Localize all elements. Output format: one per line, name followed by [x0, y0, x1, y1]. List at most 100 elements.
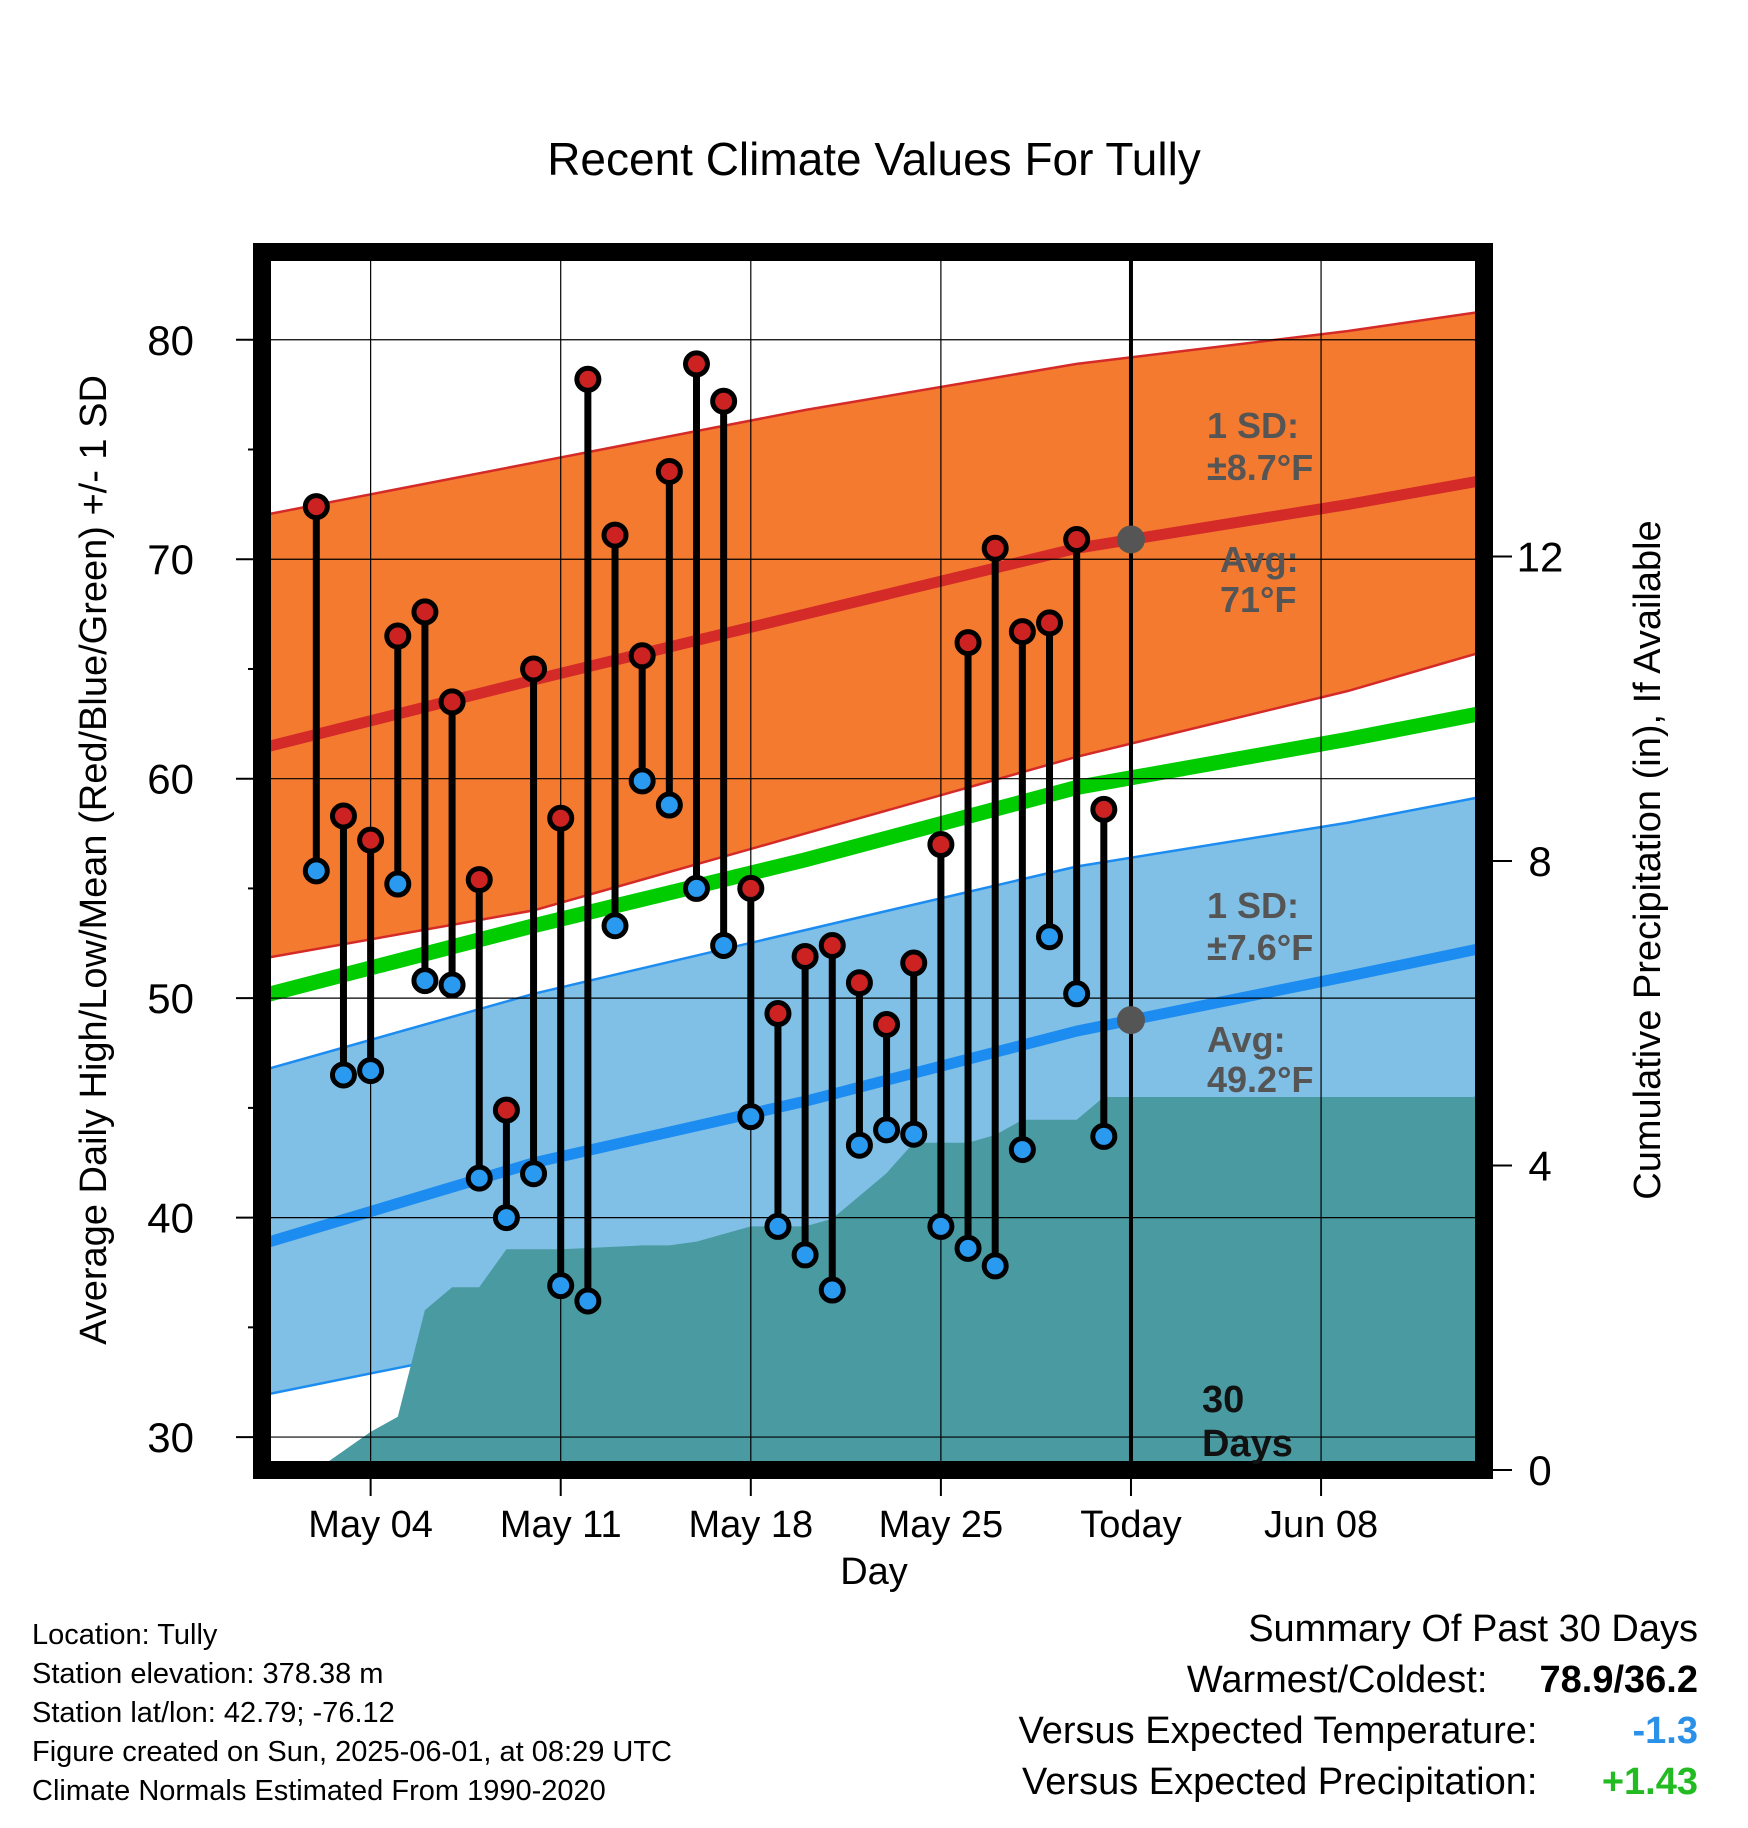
x-tick-label: May 25: [879, 1504, 1004, 1546]
warmest-row: Warmest/Coldest: 78.9/36.2: [1019, 1655, 1698, 1706]
daily-high-point: [764, 1000, 792, 1028]
daily-high-point: [357, 826, 385, 854]
low-sd-band: [262, 796, 1484, 1396]
daily-low-point: [900, 1120, 928, 1148]
daily-high-point: [384, 622, 412, 650]
daily-low-point: [845, 1131, 873, 1159]
precip-label: Versus Expected Precipitation:: [1022, 1761, 1538, 1803]
daily-high-point: [710, 387, 738, 415]
station-info: Location: Tully Station elevation: 378.3…: [32, 1616, 672, 1811]
daily-low-point: [873, 1116, 901, 1144]
daily-high-point: [628, 642, 656, 670]
high-avg-value: 71°F: [1220, 579, 1296, 620]
daily-low-point: [628, 767, 656, 795]
daily-high-point: [873, 1010, 901, 1038]
x-tick-label: Today: [1080, 1504, 1181, 1546]
high-sd-band: [262, 311, 1484, 959]
daily-high-point: [1036, 609, 1064, 637]
y-axis-label: Average Daily High/Low/Mean (Red/Blue/Gr…: [73, 375, 115, 1345]
temp-row: Versus Expected Temperature: -1.3: [1019, 1706, 1698, 1757]
daily-high-point: [1063, 525, 1091, 553]
low-avg-label: Avg:: [1207, 1019, 1286, 1060]
x-tick-label: May 11: [500, 1504, 622, 1546]
precip-area: [262, 1097, 1484, 1470]
daily-high-point: [682, 350, 710, 378]
daily-low-point: [520, 1160, 548, 1188]
daily-low-point: [1008, 1136, 1036, 1164]
daily-high-point: [1008, 618, 1036, 646]
today-high-normal-dot: [1116, 525, 1145, 554]
daily-high-point: [845, 969, 873, 997]
daily-high-point: [655, 457, 683, 485]
high-sd-label: 1 SD:: [1207, 405, 1299, 446]
normals-text: Climate Normals Estimated From 1990-2020: [32, 1775, 606, 1807]
chart-title: Recent Climate Values For Tully: [547, 133, 1201, 185]
x-axis-label: Day: [840, 1551, 908, 1593]
temp-label: Versus Expected Temperature:: [1018, 1710, 1538, 1752]
y2-axis-label: Cumulative Precipitation (in), If Availa…: [1627, 520, 1669, 1199]
y-tick-label: 40: [147, 1195, 194, 1242]
daily-high-point: [302, 493, 330, 521]
elevation-text: Station elevation: 378.38 m: [32, 1658, 384, 1690]
precip-row: Versus Expected Precipitation: +1.43: [1019, 1757, 1698, 1808]
days-word-label: Days: [1202, 1423, 1293, 1465]
daily-low-point: [411, 967, 439, 995]
daily-low-point: [492, 1204, 520, 1232]
y-tick-label: 70: [147, 536, 194, 583]
daily-low-point: [357, 1057, 385, 1085]
daily-high-point: [520, 655, 548, 683]
daily-high-point: [954, 629, 982, 657]
warmest-label: Warmest/Coldest:: [1186, 1659, 1488, 1701]
daily-low-point: [329, 1061, 357, 1089]
daily-low-point: [927, 1212, 955, 1240]
daily-high-point: [465, 866, 493, 894]
x-tick-label: May 18: [688, 1504, 813, 1546]
low-sd-value: ±7.6°F: [1207, 927, 1313, 968]
daily-high-point: [900, 949, 928, 977]
x-tick-label: May 04: [308, 1504, 433, 1546]
daily-high-point: [329, 802, 357, 830]
y2-tick-label: 8: [1528, 838, 1551, 885]
daily-low-point: [791, 1241, 819, 1269]
daily-high-point: [574, 365, 602, 393]
y-tick-label: 80: [147, 317, 194, 364]
daily-high-point: [601, 521, 629, 549]
daily-high-point: [411, 598, 439, 626]
temp-value: -1.3: [1632, 1710, 1698, 1752]
latlon-text: Station lat/lon: 42.79; -76.12: [32, 1697, 395, 1729]
daily-low-point: [574, 1287, 602, 1315]
high-avg-label: Avg:: [1220, 539, 1299, 580]
daily-low-point: [1063, 980, 1091, 1008]
daily-high-point: [547, 804, 575, 832]
days-count-label: 30: [1202, 1379, 1244, 1421]
summary-panel: Summary Of Past 30 Days Warmest/Coldest:…: [1019, 1604, 1698, 1808]
y-tick-label: 30: [147, 1414, 194, 1461]
climate-chart: Recent Climate Values For Tully 80706050…: [73, 133, 1669, 1593]
daily-low-point: [438, 971, 466, 999]
daily-high-point: [492, 1096, 520, 1124]
daily-high-point: [1090, 795, 1118, 823]
daily-low-point: [601, 912, 629, 940]
y-tick-label: 60: [147, 756, 194, 803]
daily-low-point: [655, 791, 683, 819]
precip-value: +1.43: [1601, 1761, 1698, 1803]
created-text: Figure created on Sun, 2025-06-01, at 08…: [32, 1736, 672, 1768]
data-markers: [302, 350, 1145, 1315]
low-avg-value: 49.2°F: [1207, 1059, 1313, 1100]
daily-low-point: [682, 874, 710, 902]
daily-low-point: [1090, 1122, 1118, 1150]
x-tick-label: Jun 08: [1264, 1504, 1378, 1546]
y2-tick-label: 4: [1528, 1143, 1551, 1190]
daily-low-point: [465, 1164, 493, 1192]
y2-tick-label: 0: [1528, 1447, 1551, 1494]
daily-high-point: [981, 534, 1009, 562]
daily-low-point: [954, 1234, 982, 1262]
daily-low-point: [764, 1212, 792, 1240]
warmest-value: 78.9/36.2: [1539, 1659, 1698, 1701]
daily-low-point: [302, 857, 330, 885]
daily-high-point: [927, 831, 955, 859]
high-sd-value: ±8.7°F: [1207, 447, 1313, 488]
daily-low-point: [818, 1276, 846, 1304]
